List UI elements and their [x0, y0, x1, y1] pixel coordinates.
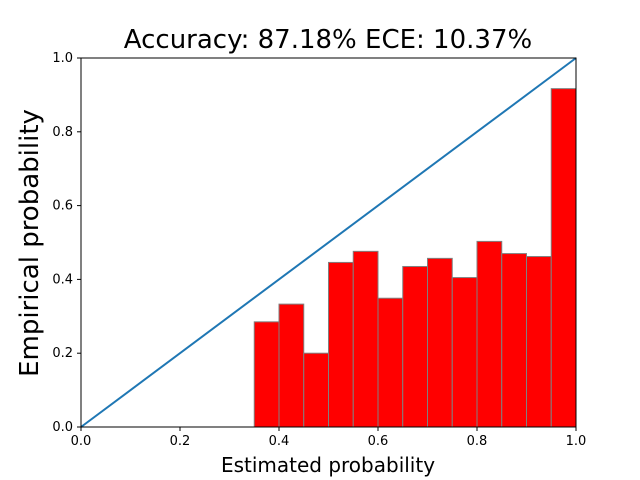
x-tick-label: 1.0 — [566, 434, 587, 449]
bar-bin-9 — [476, 240, 503, 428]
x-tick-label: 0.0 — [71, 434, 92, 449]
bar-bin-10 — [501, 253, 527, 428]
bar-bin-12 — [550, 88, 577, 428]
bar-bin-0 — [253, 321, 280, 428]
y-tick-label: 0.2 — [52, 346, 73, 361]
y-tick-label: 0.4 — [52, 272, 73, 287]
x-axis-ticks: 0.0 0.2 0.4 0.6 0.8 1.0 — [71, 427, 587, 449]
bar-bin-5 — [377, 297, 404, 428]
y-axis-label: Empirical probability — [15, 109, 45, 377]
bar-bin-7 — [427, 257, 453, 428]
bars-group — [253, 88, 577, 428]
chart-title: Accuracy: 87.18% ECE: 10.37% — [124, 25, 532, 55]
bar-bin-2 — [303, 352, 329, 428]
x-tick-label: 0.8 — [467, 434, 488, 449]
x-tick-label: 0.2 — [170, 434, 191, 449]
bar-bin-8 — [451, 277, 478, 428]
bar-bin-3 — [328, 261, 354, 428]
x-axis-label: Estimated probability — [221, 453, 435, 477]
bar-bin-6 — [402, 265, 428, 428]
x-tick-label: 0.4 — [269, 434, 290, 449]
y-tick-label: 1.0 — [52, 51, 73, 66]
bar-bin-1 — [278, 303, 305, 428]
y-tick-label: 0.6 — [52, 199, 73, 214]
y-axis-ticks: 0.0 0.2 0.4 0.6 0.8 1.0 — [52, 51, 81, 435]
x-tick-label: 0.6 — [368, 434, 389, 449]
bar-bin-11 — [526, 256, 552, 428]
plot-frame — [80, 57, 577, 428]
perfect-calibration-line — [80, 57, 577, 428]
bar-bin-4 — [352, 250, 379, 428]
y-tick-label: 0.8 — [52, 125, 73, 140]
y-tick-label: 0.0 — [52, 420, 73, 435]
diagonal-group — [80, 57, 577, 428]
